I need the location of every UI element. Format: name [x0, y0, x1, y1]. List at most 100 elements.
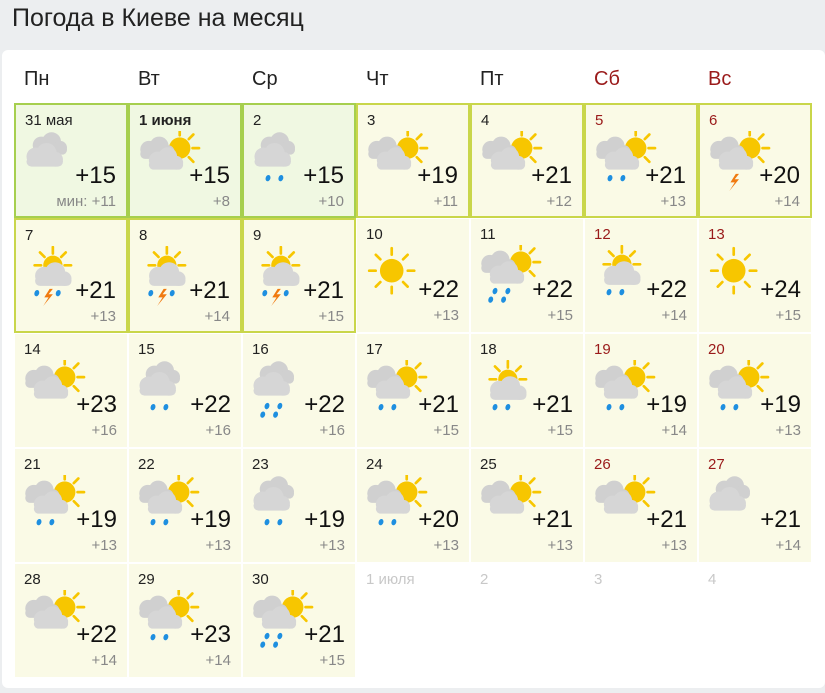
day-cell[interactable]: 19 +19 +14 [584, 333, 698, 448]
day-cell[interactable]: 14 +23 +16 [14, 333, 128, 448]
day-date: 1 июня [139, 112, 192, 129]
day-date: 7 [25, 227, 34, 244]
day-cell[interactable]: 18 +21 +15 [470, 333, 584, 448]
max-temp: +22 [190, 391, 231, 418]
max-temp: +21 [189, 277, 230, 304]
day-cell[interactable]: 22 +19 +13 [128, 448, 242, 563]
min-temp-value: +14 [661, 422, 687, 439]
day-cell[interactable]: 3 +19 +11 [356, 103, 470, 218]
day-cell[interactable]: 9 +21 +15 [242, 218, 356, 333]
max-temp: +19 [760, 391, 801, 418]
min-temp: +13 [548, 537, 573, 554]
min-temp-value: +15 [775, 307, 801, 324]
max-temp: +19 [304, 506, 345, 533]
min-temp: +14 [775, 193, 800, 210]
min-temp-value: +11 [91, 193, 116, 210]
day-cell[interactable]: 12 +22 +14 [584, 218, 698, 333]
max-temp: +24 [760, 276, 801, 303]
day-cell[interactable]: 17 +21 +15 [356, 333, 470, 448]
day-date: 13 [708, 226, 725, 243]
min-temp-value: +13 [91, 537, 117, 554]
day-date: 12 [594, 226, 611, 243]
day-cell[interactable]: 24 +20 +13 [356, 448, 470, 563]
day-cell[interactable]: 27 +21 +14 [698, 448, 812, 563]
day-cell[interactable]: 1 июня +15 +8 [128, 103, 242, 218]
day-cell[interactable]: 23 +19 +13 [242, 448, 356, 563]
day-cell[interactable]: 4 +21 +12 [470, 103, 584, 218]
min-temp: +13 [206, 537, 231, 554]
partly-icon [477, 471, 543, 535]
min-temp: +13 [776, 422, 801, 439]
day-cell[interactable]: 30 +21 +15 [242, 563, 356, 678]
day-cell[interactable]: 31 мая +15 мин: +11 [14, 103, 128, 218]
overcast-rain-icon [250, 131, 316, 191]
day-cell[interactable]: 21 +19 +13 [14, 448, 128, 563]
day-date: 17 [366, 341, 383, 358]
max-temp: +19 [646, 391, 687, 418]
next-month-day: 3 [584, 563, 698, 678]
day-cell[interactable]: 13 +24 +15 [698, 218, 812, 333]
min-temp-value: +16 [319, 422, 345, 439]
partly-rain-icon [363, 471, 429, 535]
min-temp: +15 [434, 422, 459, 439]
min-temp: +13 [320, 537, 345, 554]
max-temp: +21 [532, 506, 573, 533]
min-temp: +13 [661, 193, 686, 210]
min-temp: +14 [662, 422, 687, 439]
min-temp: +13 [91, 308, 116, 325]
max-temp: +22 [646, 276, 687, 303]
day-date: 4 [481, 112, 490, 129]
day-cell[interactable]: 2 +15 +10 [242, 103, 356, 218]
day-cell[interactable]: 28 +22 +14 [14, 563, 128, 678]
suncloud-rain-thunder-icon [136, 245, 202, 306]
weekday-header: Чт [366, 68, 389, 90]
min-temp: +14 [92, 652, 117, 669]
max-temp: +21 [532, 391, 573, 418]
min-temp-value: +15 [318, 308, 344, 325]
day-date: 31 мая [25, 112, 73, 129]
day-date: 25 [480, 456, 497, 473]
partly-icon [21, 356, 87, 420]
day-date: 10 [366, 226, 383, 243]
overcast-rain-icon [249, 475, 315, 535]
day-date: 24 [366, 456, 383, 473]
day-cell[interactable]: 26 +21 +13 [584, 448, 698, 563]
day-cell[interactable]: 16 +22 +16 [242, 333, 356, 448]
day-date: 14 [24, 341, 41, 358]
min-temp: +15 [776, 307, 801, 324]
partly-icon [364, 127, 430, 191]
max-temp: +15 [189, 162, 230, 189]
partly-icon [21, 586, 87, 650]
day-date: 15 [138, 341, 155, 358]
day-cell[interactable]: 8 +21 +14 [128, 218, 242, 333]
min-temp: +15 [548, 307, 573, 324]
day-date: 19 [594, 341, 611, 358]
min-temp: +10 [319, 193, 344, 210]
partly-icon [591, 471, 657, 535]
min-temp-value: +14 [661, 307, 687, 324]
day-cell[interactable]: 29 +23 +14 [128, 563, 242, 678]
min-temp-value: +15 [547, 422, 573, 439]
day-cell[interactable]: 25 +21 +13 [470, 448, 584, 563]
day-cell[interactable]: 10 +22 +13 [356, 218, 470, 333]
sunny-icon [705, 245, 771, 305]
day-cell[interactable]: 11 +22 +15 [470, 218, 584, 333]
weekday-header: Ср [252, 68, 278, 90]
day-cell[interactable]: 20 +19 +13 [698, 333, 812, 448]
min-temp-value: +14 [205, 652, 231, 669]
next-month-day: 2 [470, 563, 584, 678]
day-cell[interactable]: 15 +22 +16 [128, 333, 242, 448]
min-temp-value: +13 [547, 537, 573, 554]
partly-heavy-rain-icon [477, 241, 543, 305]
min-temp-value: +14 [774, 193, 800, 210]
min-temp-value: +15 [319, 652, 345, 669]
day-date: 28 [24, 571, 41, 588]
partly-thunder-icon [706, 127, 772, 191]
day-cell[interactable]: 5 +21 +13 [584, 103, 698, 218]
day-cell[interactable]: 6 +20 +14 [698, 103, 812, 218]
overcast-icon [705, 475, 771, 535]
day-cell[interactable]: 7 +21 +13 [14, 218, 128, 333]
min-temp-value: +14 [204, 308, 230, 325]
max-temp: +21 [760, 506, 801, 533]
min-temp: +14 [776, 537, 801, 554]
